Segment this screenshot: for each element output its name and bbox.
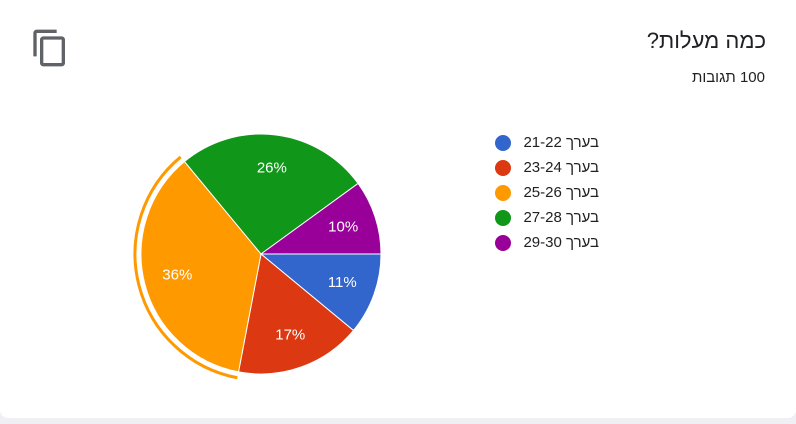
legend-item: בערך 27-28 — [495, 205, 599, 230]
legend-item: בערך 29-30 — [495, 230, 599, 255]
legend: בערך 21-22 בערך 23-24 בערך 25-26 בערך 27-28… — [495, 130, 599, 255]
legend-swatch — [495, 234, 511, 251]
slice-label: 11% — [328, 274, 357, 291]
slice-label: 10% — [328, 218, 358, 235]
legend-item: בערך 21-22 — [495, 130, 599, 155]
legend-label: בערך 21-22 — [523, 134, 599, 151]
legend-label: בערך 23-24 — [523, 159, 599, 176]
legend-label: בערך 27-28 — [523, 209, 599, 226]
copy-icon[interactable] — [30, 28, 70, 68]
legend-item: בערך 25-26 — [495, 180, 599, 205]
pie-slice — [183, 133, 359, 255]
slice-label: 26% — [257, 159, 287, 176]
pie-slice — [140, 160, 262, 373]
legend-swatch — [495, 209, 511, 226]
pie-slice — [259, 253, 382, 332]
legend-item: בערך 23-24 — [495, 155, 599, 180]
pie-slice — [237, 253, 355, 375]
legend-swatch — [495, 134, 511, 151]
legend-label: בערך 29-30 — [523, 234, 599, 251]
legend-swatch — [495, 159, 511, 176]
hover-ring — [133, 155, 238, 380]
legend-swatch — [495, 184, 511, 201]
slice-label: 17% — [275, 326, 305, 343]
chart-title: כמה מעלות? — [646, 28, 766, 53]
chart-subtitle: 100 תגובות — [691, 69, 765, 86]
pie-slice — [259, 182, 382, 255]
legend-label: בערך 25-26 — [523, 184, 599, 201]
slice-label: 36% — [162, 266, 192, 283]
